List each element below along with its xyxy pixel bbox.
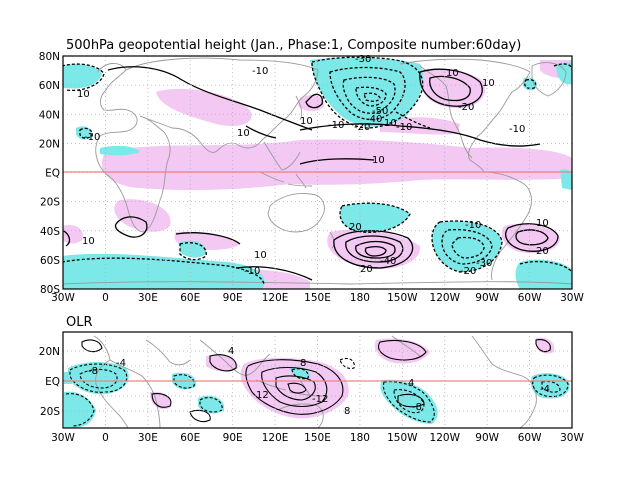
lat-tick-label: 80S [40, 284, 60, 296]
lon-tick-label: 90W [475, 292, 499, 304]
lon-tick-label: 60E [180, 292, 200, 304]
contour-label: -20 [458, 102, 474, 113]
contour-label: 4 [228, 346, 234, 357]
top-negative-shading [63, 57, 572, 289]
lon-tick-label: 120W [430, 432, 461, 444]
contour-label: -10 [396, 122, 412, 133]
contour-label: 10 [254, 250, 267, 261]
contour-label: -8 [88, 366, 98, 377]
lat-tick-label: 20S [40, 197, 60, 209]
contour-label: -4 [540, 384, 550, 395]
lat-tick-label: 40N [39, 109, 60, 121]
lat-tick-label: 20N [39, 138, 60, 150]
contour-label: 10 [446, 68, 459, 79]
contour-label: 20 [360, 264, 373, 275]
lon-tick-label: 60W [518, 292, 542, 304]
contour-label: 10 [82, 236, 95, 247]
bottom-contour-labels: 4 8 -8 -4 12 -12 -8 4 8 -4 [88, 346, 550, 417]
contour-label: -8 [412, 402, 422, 413]
top-coastlines [63, 57, 572, 285]
lat-tick-label: 20S [40, 406, 60, 418]
lon-tick-label: 180 [350, 432, 370, 444]
contour-label: 10 [77, 89, 90, 100]
lon-tick-label: 180 [350, 292, 370, 304]
contour-label: 10 [237, 128, 250, 139]
contour-label: 10 [372, 155, 385, 166]
top-positive-contours [63, 66, 559, 281]
contour-label: -40 [380, 256, 396, 267]
contour-label: -20 [460, 266, 476, 277]
lat-tick-label: 60S [40, 255, 60, 267]
contour-label: -10 [252, 66, 268, 77]
contour-label: -30 [476, 258, 492, 269]
lon-tick-label: 30W [51, 292, 75, 304]
lon-tick-label: 90E [223, 432, 243, 444]
top-grid [63, 56, 572, 289]
contour-label: -10 [84, 132, 100, 143]
lon-tick-label: 30E [138, 432, 158, 444]
bottom-map-area [63, 335, 572, 428]
lon-tick-label: 30W [51, 432, 75, 444]
contour-label: -12 [312, 394, 328, 405]
lon-tick-label: 150E [304, 432, 331, 444]
contour-label: 10 [482, 78, 495, 89]
contour-label: -50 [372, 106, 388, 117]
lon-tick-label: 150W [387, 432, 418, 444]
lat-tick-label: EQ [45, 376, 60, 388]
contour-label: -10 [328, 120, 344, 131]
bottom-lat-labels: 20N EQ 20S [39, 346, 61, 418]
contour-label: 8 [300, 358, 306, 369]
contour-label: 12 [256, 390, 269, 401]
top-lon-labels: 30W 0 30E 60E 90E 120E 150E 180 150W 120W 90W 60W 30… [51, 292, 584, 304]
contour-label: 4 [408, 378, 414, 389]
bottom-panel-frame [62, 331, 573, 429]
contour-label: 10 [536, 218, 549, 229]
lat-tick-label: 40S [40, 226, 60, 238]
lon-tick-label: 90W [475, 432, 499, 444]
bottom-negative-shading [64, 362, 570, 428]
contour-label: -30 [355, 54, 371, 65]
lat-tick-label: EQ [45, 168, 60, 180]
lon-tick-label: 0 [102, 292, 109, 304]
lon-tick-label: 60W [518, 432, 542, 444]
top-panel-frame [62, 55, 573, 290]
top-negative-contours [63, 56, 572, 285]
lon-tick-label: 150W [387, 292, 418, 304]
contour-label: -10 [244, 266, 260, 277]
bottom-grid [63, 336, 572, 426]
lon-tick-label: 120E [262, 292, 289, 304]
contour-label: 8 [344, 406, 350, 417]
lon-tick-label: 30E [138, 292, 158, 304]
top-panel-title: 500hPa geopotential height (Jan., Phase:… [66, 38, 521, 53]
top-contour-labels: -30 -10 10 10 -10 10 -10 10 10 -50 -40 -… [77, 54, 549, 277]
lat-tick-label: 20N [39, 346, 60, 358]
lon-tick-label: 60E [180, 432, 200, 444]
lat-tick-label: 60N [39, 80, 60, 92]
contour-label: -10 [509, 124, 525, 135]
lon-tick-label: 120E [262, 432, 289, 444]
top-lat-labels: 80N 60N 40N 20N EQ 20S 40S 60S 80S [39, 51, 61, 296]
lat-tick-label: 80N [39, 51, 60, 63]
lon-tick-label: 30W [560, 292, 584, 304]
lon-tick-label: 0 [102, 432, 109, 444]
top-map-area [63, 56, 572, 289]
contour-label: -4 [116, 358, 126, 369]
bottom-negative-contours [65, 357, 569, 427]
contour-label: -20 [354, 122, 370, 133]
bottom-lon-labels: 30W 0 30E 60E 90E 120E 150E 180 150W 120W 90W 60W 30… [51, 432, 584, 444]
contour-label: 20 [536, 246, 549, 257]
lon-tick-label: 90E [223, 292, 243, 304]
lon-tick-label: 30W [560, 432, 584, 444]
contour-label: -10 [465, 220, 481, 231]
contour-label: -40 [366, 114, 382, 125]
bottom-panel-title: OLR [66, 315, 93, 330]
lon-tick-label: 150E [304, 292, 331, 304]
contour-label: 10 [384, 118, 397, 129]
lon-tick-label: 120W [430, 292, 461, 304]
contour-label: 20 [349, 222, 362, 233]
contour-label: 10 [300, 116, 313, 127]
